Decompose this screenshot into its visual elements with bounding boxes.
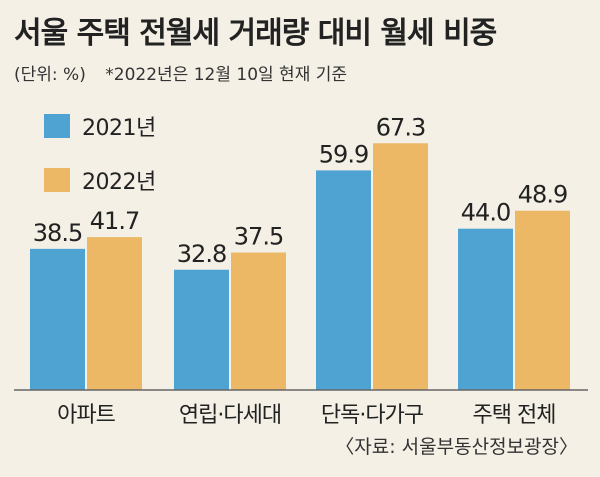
value-label-2022-1: 37.5 bbox=[234, 223, 283, 251]
bar-2022-2 bbox=[373, 143, 428, 390]
value-label-2021-1: 32.8 bbox=[177, 240, 226, 268]
value-label-2021-0: 38.5 bbox=[33, 219, 82, 247]
unit-note: (단위: %) bbox=[14, 65, 86, 85]
legend-item-2021: 2021년 bbox=[44, 112, 156, 141]
value-label-2021-2: 59.9 bbox=[319, 140, 368, 168]
chart-title: 서울 주택 전월세 거래량 대비 월세 비중 bbox=[14, 16, 497, 51]
category-label-2: 단독·다가구 bbox=[321, 403, 424, 428]
category-label-0: 아파트 bbox=[57, 403, 115, 428]
legend-swatch-2021 bbox=[44, 114, 70, 138]
legend-label-2021: 2021년 bbox=[82, 116, 156, 141]
bar-2021-3 bbox=[458, 228, 513, 390]
bar-2022-0 bbox=[87, 237, 142, 390]
category-label-1: 연립·다세대 bbox=[179, 403, 281, 428]
category-label-3: 주택 전체 bbox=[473, 403, 556, 428]
bar-2022-1 bbox=[231, 252, 286, 390]
bar-2021-1 bbox=[174, 269, 229, 390]
value-label-2022-2: 67.3 bbox=[376, 113, 425, 141]
legend-item-2022: 2022년 bbox=[44, 166, 156, 195]
source-note: 〈자료: 서울부동산정보광장〉 bbox=[335, 436, 578, 458]
value-label-2022-0: 41.7 bbox=[90, 207, 139, 235]
chart-subtitle: (단위: %) *2022년은 12월 10일 현재 기준 bbox=[14, 60, 347, 85]
bar-2022-3 bbox=[515, 210, 570, 390]
legend-label-2022: 2022년 bbox=[82, 170, 156, 195]
legend-swatch-2022 bbox=[44, 168, 70, 192]
bar-2021-2 bbox=[316, 170, 371, 390]
date-note: *2022년은 12월 10일 현재 기준 bbox=[105, 65, 348, 85]
chart-legend: 2021년 2022년 bbox=[44, 112, 156, 220]
value-label-2022-3: 48.9 bbox=[518, 181, 567, 209]
value-label-2021-3: 44.0 bbox=[461, 199, 510, 227]
bar-2021-0 bbox=[30, 248, 85, 390]
